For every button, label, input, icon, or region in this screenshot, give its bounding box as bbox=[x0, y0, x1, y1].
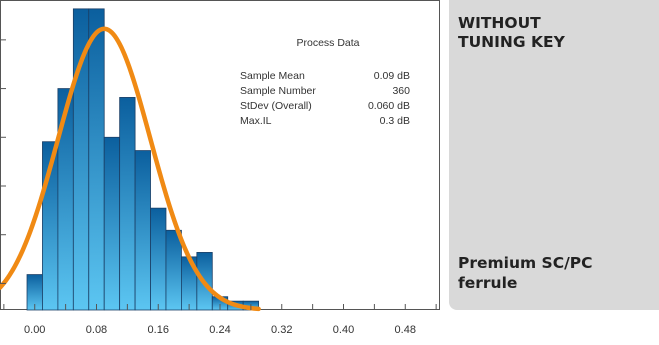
sample-mean-value: 0.09 dB bbox=[374, 70, 410, 82]
axis-ticks bbox=[0, 39, 437, 310]
process-data-box: Process Data Sample Mean 0.09 dB Sample … bbox=[240, 37, 410, 127]
histogram-bar bbox=[88, 8, 105, 311]
stdev-value: 0.060 dB bbox=[368, 100, 410, 112]
x-tick-labels: 0.00 0.08 0.16 0.24 0.32 0.40 0.48 bbox=[24, 324, 416, 336]
histogram-bar bbox=[103, 136, 121, 311]
x-tick-label: 0.08 bbox=[86, 324, 107, 336]
histogram-bar bbox=[165, 229, 182, 311]
sample-number-value: 360 bbox=[392, 85, 410, 97]
histogram-bar bbox=[57, 88, 74, 311]
normal-fit-curve bbox=[0, 26, 261, 312]
max-il-label: Max.IL bbox=[240, 115, 272, 127]
panel-title: WITHOUT TUNING KEY bbox=[458, 14, 565, 51]
stdev-label: StDev (Overall) bbox=[240, 100, 312, 112]
max-il-value: 0.3 dB bbox=[380, 115, 410, 127]
histogram-bar bbox=[119, 97, 136, 311]
process-data-heading: Process Data bbox=[296, 37, 359, 49]
histogram-bars bbox=[26, 8, 259, 311]
chart-canvas: 0.00 0.08 0.16 0.24 0.32 0.40 0.48 Process Dat… bbox=[0, 0, 440, 336]
sample-number-label: Sample Number bbox=[240, 85, 316, 97]
x-tick-label: 0.00 bbox=[24, 324, 45, 336]
panel-subtitle: Premium SC/PC ferrule bbox=[458, 254, 593, 292]
histogram-chart: 0.00 0.08 0.16 0.24 0.32 0.40 0.48 Process Dat… bbox=[0, 0, 440, 336]
histogram-bar bbox=[150, 207, 167, 311]
x-tick-label: 0.32 bbox=[271, 324, 292, 336]
sample-mean-label: Sample Mean bbox=[240, 70, 305, 82]
side-panel: WITHOUT TUNING KEY Premium SC/PC ferrule bbox=[449, 0, 659, 310]
x-tick-label: 0.48 bbox=[395, 324, 416, 336]
x-tick-label: 0.24 bbox=[209, 324, 230, 336]
histogram-bar bbox=[134, 150, 151, 311]
x-tick-label: 0.40 bbox=[333, 324, 354, 336]
x-tick-label: 0.16 bbox=[148, 324, 169, 336]
